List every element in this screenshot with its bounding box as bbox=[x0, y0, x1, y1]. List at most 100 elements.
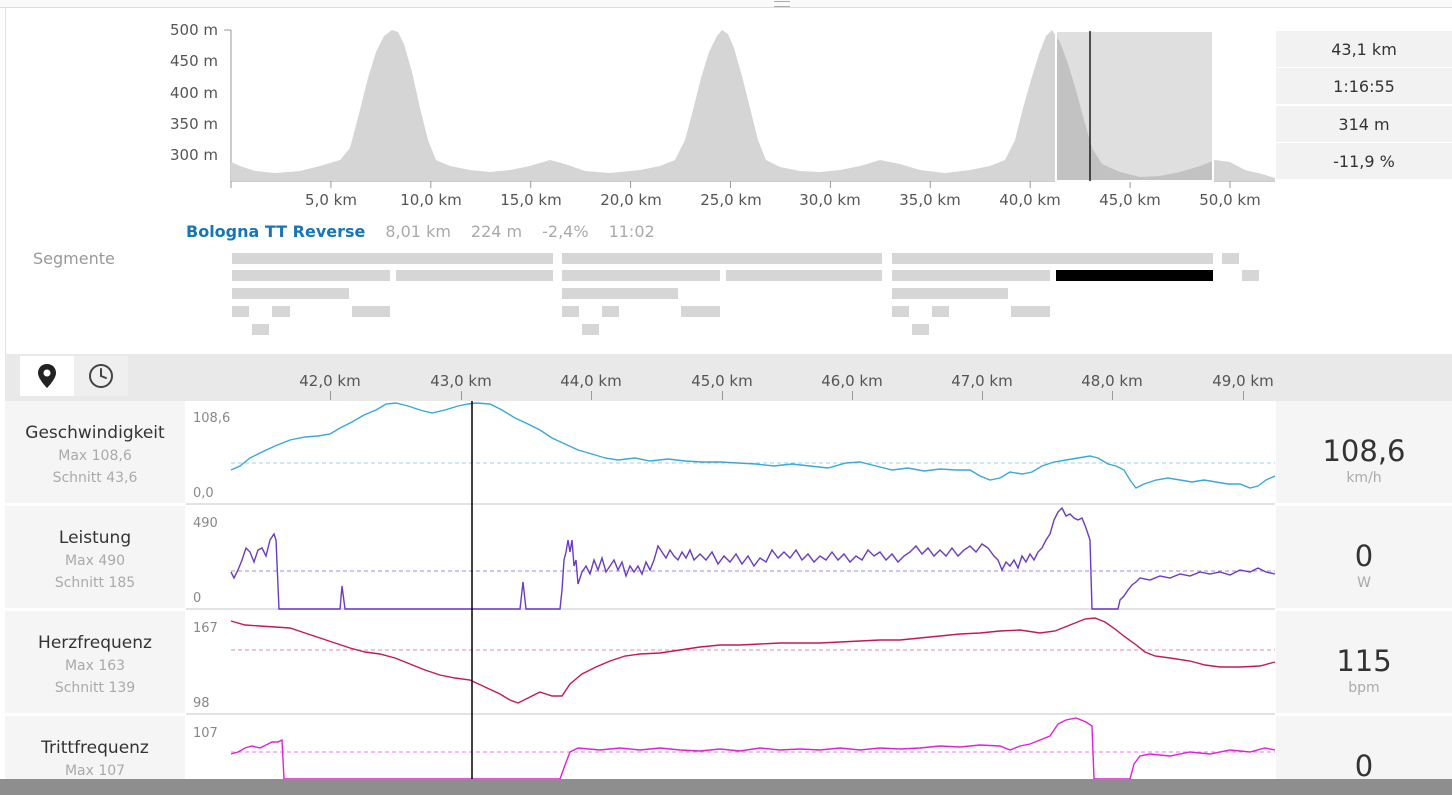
elevation-x-label: 10,0 km bbox=[400, 191, 462, 209]
segment-bar[interactable] bbox=[352, 306, 390, 317]
segment-grade: -2,4% bbox=[542, 221, 589, 241]
km-axis-label: 49,0 km bbox=[1212, 372, 1274, 390]
axis-max-label: 490 bbox=[193, 516, 218, 531]
speed-value-panel: 108,6 km/h bbox=[1276, 401, 1452, 503]
elevation-y-label: 300 m bbox=[169, 146, 218, 164]
segment-bar[interactable] bbox=[272, 306, 290, 317]
segment-bar[interactable] bbox=[602, 306, 619, 317]
time-mode-button[interactable] bbox=[74, 356, 128, 396]
metric-value: 115 bbox=[1336, 644, 1392, 678]
axis-min-label: 98 bbox=[193, 696, 210, 711]
km-axis-label: 46,0 km bbox=[821, 372, 883, 390]
stat-time: 1:16:55 bbox=[1276, 68, 1452, 105]
power-value-panel: 0 W bbox=[1276, 506, 1452, 608]
segment-bar[interactable] bbox=[562, 288, 678, 299]
metric-unit: km/h bbox=[1346, 470, 1382, 486]
segment-bar[interactable] bbox=[892, 270, 1050, 281]
segment-bar[interactable] bbox=[892, 306, 909, 317]
km-axis-label: 47,0 km bbox=[951, 372, 1013, 390]
power-label-panel: Leistung Max 490 Schnitt 185 bbox=[5, 506, 185, 608]
km-tick bbox=[852, 391, 853, 400]
elevation-chart[interactable] bbox=[0, 0, 1452, 215]
segment-bar[interactable] bbox=[232, 270, 390, 281]
metric-title: Leistung bbox=[58, 528, 132, 548]
metric-avg: Schnitt 139 bbox=[54, 680, 136, 696]
metric-title: Herzfrequenz bbox=[38, 633, 152, 653]
divider bbox=[5, 7, 6, 354]
km-tick bbox=[461, 391, 462, 400]
top-bar bbox=[0, 0, 1452, 8]
drag-handle-icon[interactable] bbox=[774, 1, 790, 7]
speed-label-panel: Geschwindigkeit Max 108,6 Schnitt 43,6 bbox=[5, 401, 185, 503]
metric-title: Trittfrequenz bbox=[41, 738, 149, 758]
elevation-y-label: 400 m bbox=[169, 84, 218, 102]
axis-max-label: 107 bbox=[193, 726, 218, 741]
elevation-x-label: 25,0 km bbox=[700, 191, 762, 209]
km-axis-label: 44,0 km bbox=[560, 372, 622, 390]
elevation-area bbox=[231, 30, 1275, 181]
segment-bar[interactable] bbox=[1222, 253, 1239, 264]
segment-bar-selected[interactable] bbox=[1056, 270, 1213, 281]
cadence-label-panel: Trittfrequenz Max 107 bbox=[5, 716, 185, 779]
speed-line bbox=[230, 402, 1276, 489]
elevation-x-label: 40,0 km bbox=[999, 191, 1061, 209]
distance-mode-button[interactable] bbox=[20, 356, 74, 396]
segment-bar[interactable] bbox=[681, 306, 720, 317]
heart-rate-label-panel: Herzfrequenz Max 163 Schnitt 139 bbox=[5, 611, 185, 713]
map-pin-icon bbox=[38, 364, 56, 388]
elevation-x-label: 35,0 km bbox=[899, 191, 961, 209]
km-tick bbox=[1243, 391, 1244, 400]
segment-bar[interactable] bbox=[252, 324, 269, 335]
segment-bar[interactable] bbox=[932, 306, 949, 317]
elevation-y-label: 450 m bbox=[169, 52, 218, 70]
segment-bar[interactable] bbox=[892, 288, 1008, 299]
km-axis-label: 45,0 km bbox=[691, 372, 753, 390]
heart-rate-value-panel: 115 bpm bbox=[1276, 611, 1452, 713]
km-tick bbox=[722, 391, 723, 400]
metric-max: Max 163 bbox=[64, 658, 126, 674]
km-axis-label: 48,0 km bbox=[1081, 372, 1143, 390]
segment-bar[interactable] bbox=[1242, 270, 1259, 281]
power-line bbox=[230, 506, 1276, 610]
stat-grade: -11,9 % bbox=[1276, 143, 1452, 180]
segment-bar[interactable] bbox=[232, 306, 249, 317]
selected-segment-highlight bbox=[1055, 30, 1214, 182]
elevation-x-label: 45,0 km bbox=[1099, 191, 1161, 209]
elevation-x-label: 20,0 km bbox=[600, 191, 662, 209]
stat-distance: 43,1 km bbox=[1276, 31, 1452, 68]
km-tick bbox=[1112, 391, 1113, 400]
segment-bar[interactable] bbox=[232, 288, 349, 299]
segment-bar[interactable] bbox=[892, 253, 1213, 264]
segment-elevation: 224 m bbox=[470, 221, 523, 241]
segment-bar[interactable] bbox=[232, 253, 553, 264]
segment-bar[interactable] bbox=[562, 306, 579, 317]
segment-bar[interactable] bbox=[582, 324, 599, 335]
segment-name-link[interactable]: Bologna TT Reverse bbox=[186, 221, 366, 241]
metric-value: 0 bbox=[1354, 539, 1374, 573]
km-axis-label: 43,0 km bbox=[430, 372, 492, 390]
segment-bar[interactable] bbox=[1011, 306, 1050, 317]
axis-max-label: 167 bbox=[193, 621, 218, 636]
metric-max: Max 108,6 bbox=[58, 448, 132, 464]
metric-avg: Schnitt 185 bbox=[54, 575, 136, 591]
elevation-x-label: 50,0 km bbox=[1199, 191, 1261, 209]
metric-unit: W bbox=[1357, 575, 1371, 591]
segments-label: Segmente bbox=[33, 249, 115, 268]
elevation-x-ticks bbox=[230, 181, 1231, 188]
km-axis-label: 42,0 km bbox=[299, 372, 361, 390]
segment-bar[interactable] bbox=[726, 270, 882, 281]
elevation-x-label: 15,0 km bbox=[500, 191, 562, 209]
segment-info: Bologna TT Reverse 8,01 km 224 m -2,4% 1… bbox=[186, 220, 655, 242]
axis-min-label: 0,0 bbox=[193, 486, 214, 501]
clock-icon bbox=[89, 364, 113, 388]
bottom-bar bbox=[0, 779, 1452, 795]
elevation-y-label: 350 m bbox=[169, 115, 218, 133]
stat-elevation: 314 m bbox=[1276, 106, 1452, 143]
segment-bar[interactable] bbox=[912, 324, 929, 335]
segment-bar[interactable] bbox=[562, 270, 720, 281]
segment-bar[interactable] bbox=[396, 270, 553, 281]
segment-bar[interactable] bbox=[562, 253, 882, 264]
km-tick bbox=[330, 391, 331, 400]
elevation-y-label: 500 m bbox=[169, 21, 218, 39]
